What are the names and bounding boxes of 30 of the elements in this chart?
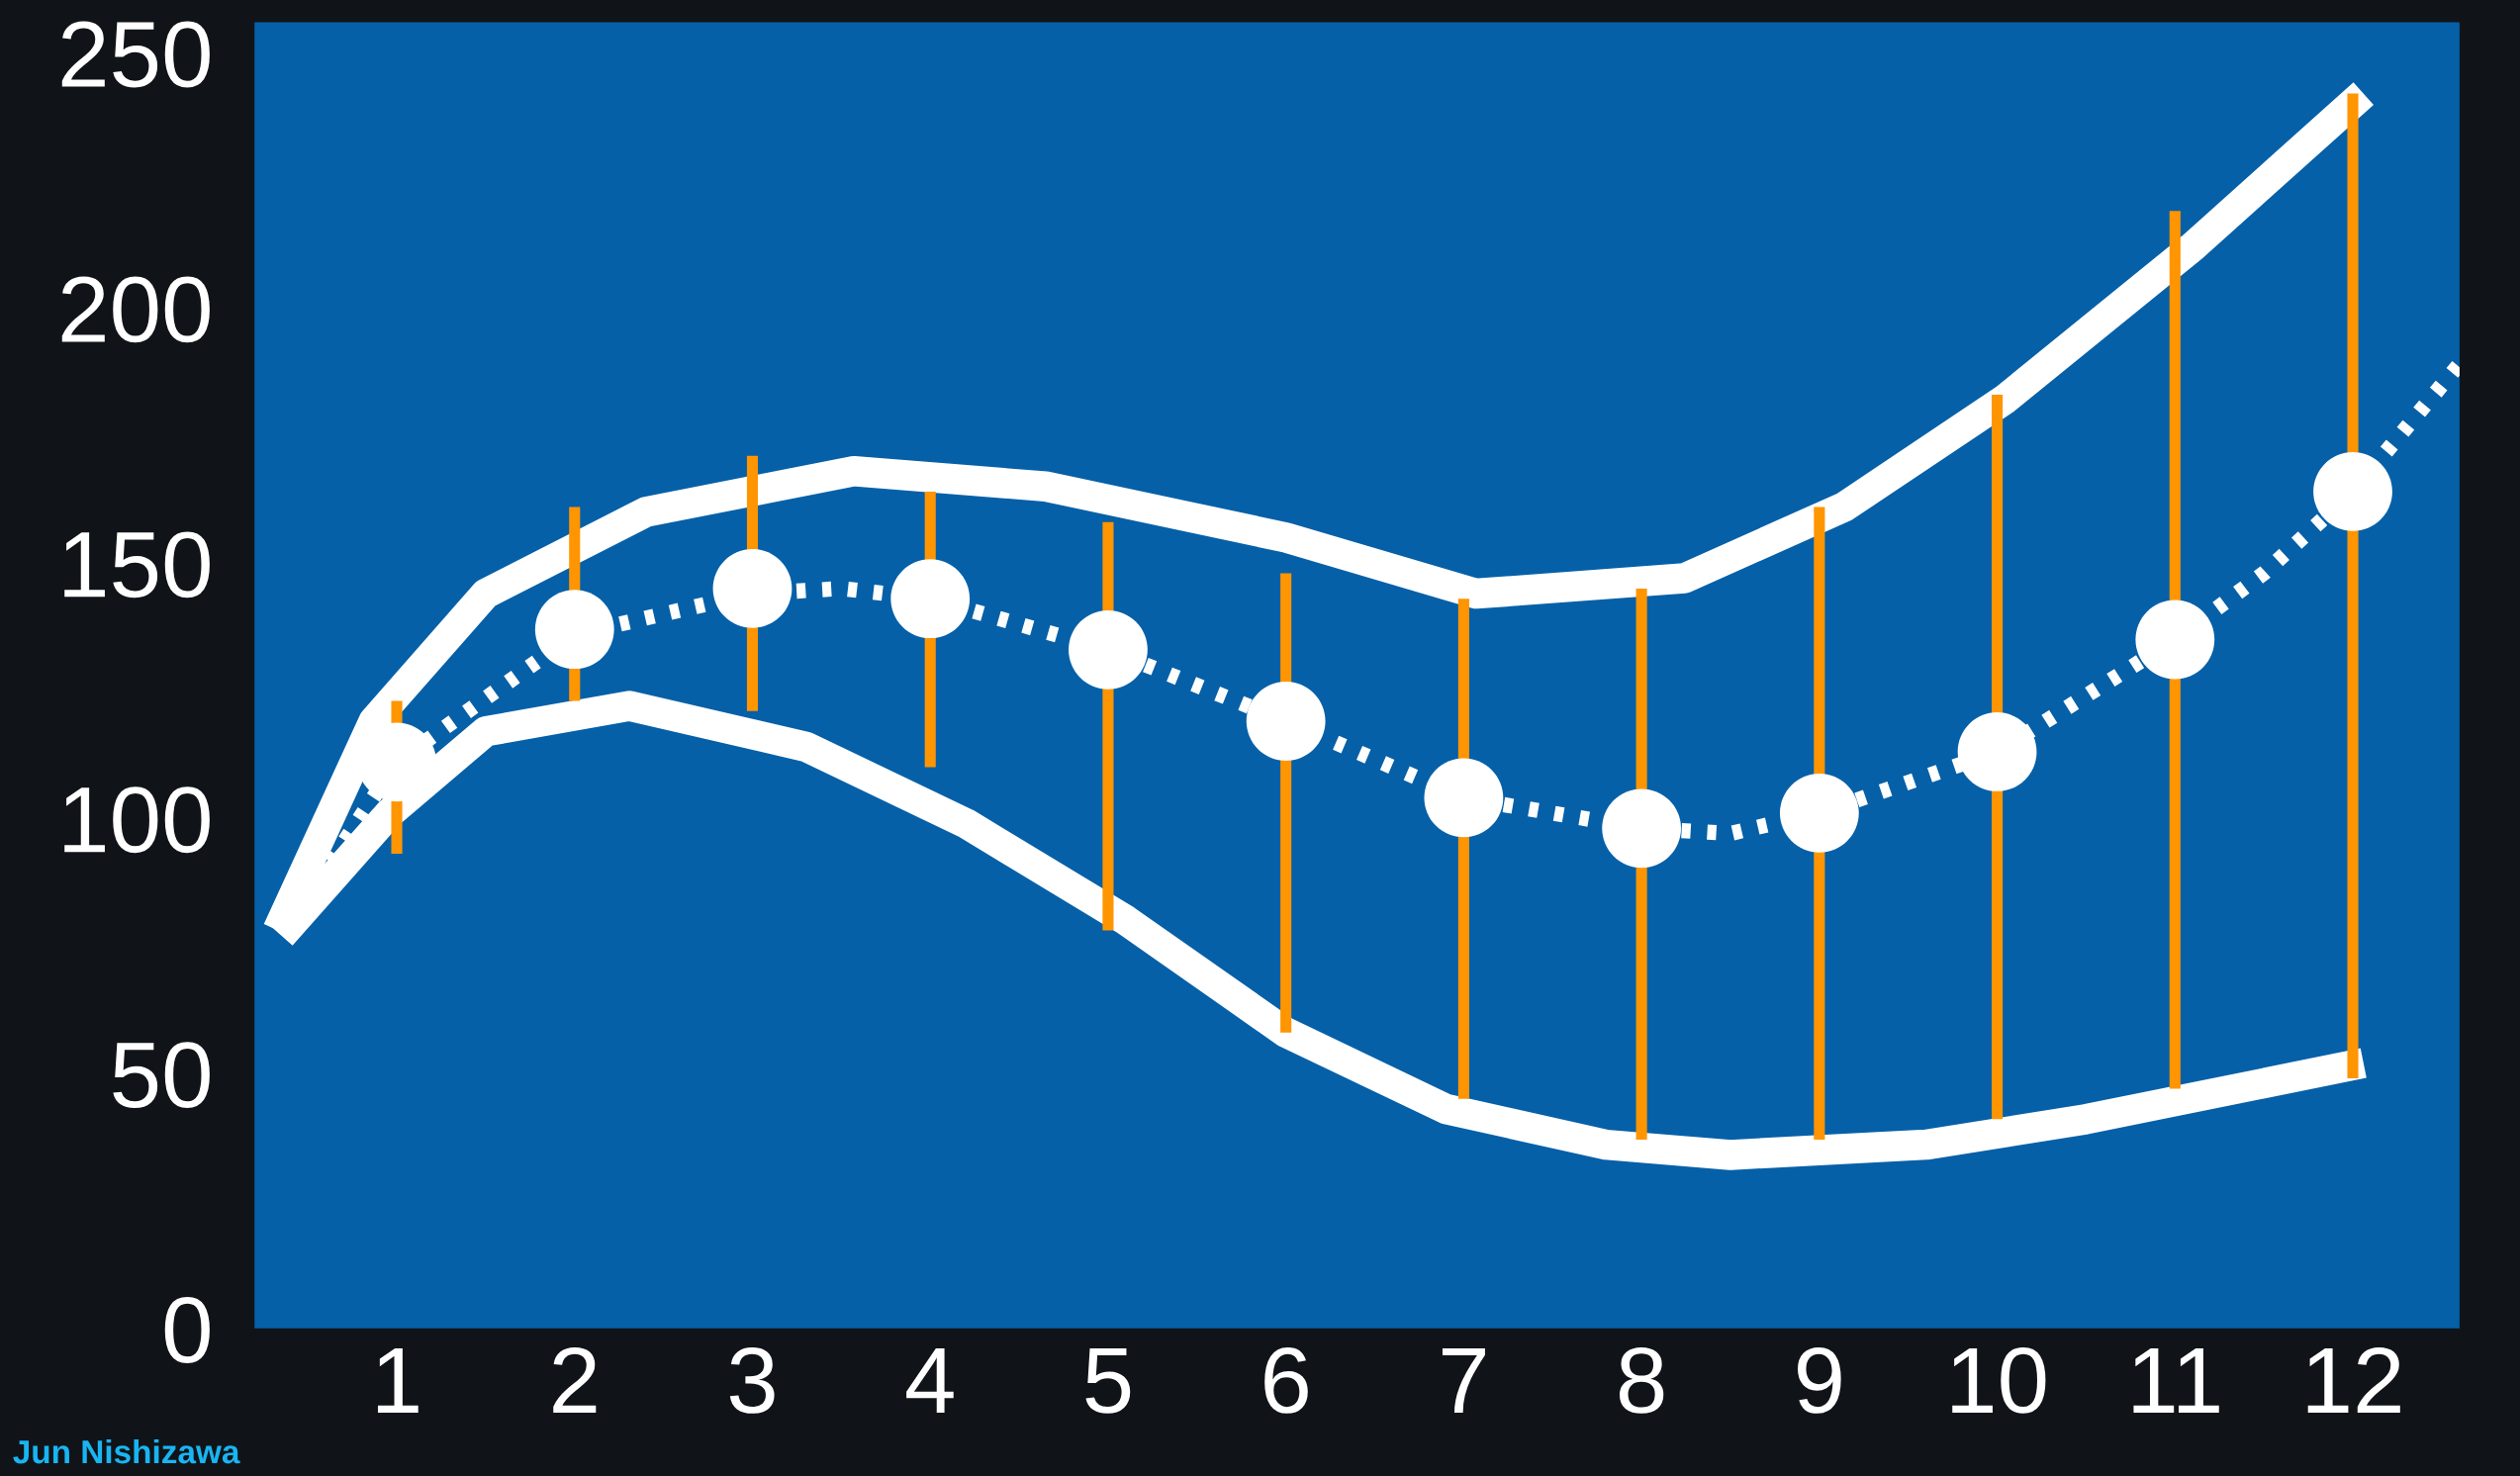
point xyxy=(890,559,971,639)
point xyxy=(1246,682,1326,761)
y-tick-label: 250 xyxy=(61,21,210,88)
point xyxy=(1779,773,1859,853)
x-tick-label: 7 xyxy=(1442,1347,1485,1413)
x-tick-label: 6 xyxy=(1264,1346,1308,1414)
y-tick-label: 0 xyxy=(164,1297,210,1363)
point xyxy=(1957,712,2037,791)
x-tick-label: 12 xyxy=(2307,1346,2400,1413)
point xyxy=(1424,758,1504,838)
x-tick-label: 10 xyxy=(1952,1346,2046,1414)
x-tick-label: 9 xyxy=(1798,1346,1841,1414)
x-tick-label: 3 xyxy=(729,1346,775,1414)
point xyxy=(712,549,793,628)
point xyxy=(2313,452,2392,531)
y-tick-label: 150 xyxy=(64,531,210,599)
x-tick-label: 2 xyxy=(553,1346,597,1413)
text: Jun Nishizawa xyxy=(13,1438,240,1464)
x-tick-label: 5 xyxy=(1085,1347,1131,1414)
x-tick-label: 1 xyxy=(377,1347,419,1413)
y-tick-label: 200 xyxy=(61,276,210,343)
point xyxy=(1069,609,1148,690)
point xyxy=(1602,788,1682,869)
x-tick-label: 8 xyxy=(1619,1346,1664,1414)
y-tick-label: 50 xyxy=(113,1042,210,1109)
y-tick-label: 100 xyxy=(64,786,210,854)
point xyxy=(534,590,614,670)
x-tick-label: 4 xyxy=(906,1347,954,1413)
x-tick-label: 11 xyxy=(2133,1347,2219,1413)
point xyxy=(2135,600,2215,680)
